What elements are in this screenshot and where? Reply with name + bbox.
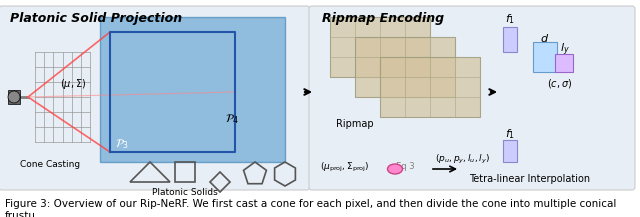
Text: Cone Casting: Cone Casting	[20, 160, 80, 169]
Text: $(\mu, \Sigma)$: $(\mu, \Sigma)$	[60, 77, 86, 91]
Text: Figure 3: Overview of our Rip-NeRF. We first cast a cone for each pixel, and the: Figure 3: Overview of our Rip-NeRF. We f…	[5, 199, 616, 217]
Text: Tetra-linear Interpolation: Tetra-linear Interpolation	[469, 174, 591, 184]
Text: $l_y$: $l_y$	[560, 41, 570, 58]
Bar	[533, 42, 557, 72]
FancyBboxPatch shape	[309, 6, 635, 190]
Circle shape	[8, 91, 20, 103]
Text: $f_1$: $f_1$	[505, 127, 515, 141]
Text: $\mathcal{P}_4$: $\mathcal{P}_4$	[225, 112, 239, 126]
Bar	[175, 162, 195, 182]
Text: $d$: $d$	[540, 32, 550, 44]
Text: Ripmap: Ripmap	[336, 119, 374, 129]
Text: $f_1$: $f_1$	[505, 12, 515, 26]
FancyBboxPatch shape	[0, 6, 310, 190]
Text: Eq 3: Eq 3	[396, 162, 414, 171]
FancyBboxPatch shape	[380, 57, 480, 117]
Text: Platonic Solids: Platonic Solids	[152, 188, 218, 197]
Bar	[503, 27, 517, 52]
Text: $(p_u, p_y, l_u, l_y)$: $(p_u, p_y, l_u, l_y)$	[435, 153, 490, 166]
Bar	[503, 140, 517, 162]
Ellipse shape	[387, 164, 403, 174]
FancyBboxPatch shape	[330, 17, 430, 77]
FancyBboxPatch shape	[355, 37, 455, 97]
Text: Platonic Solid Projection: Platonic Solid Projection	[10, 12, 182, 25]
Text: $(\mu_{\rm proj}, \Sigma_{\rm proj})$: $(\mu_{\rm proj}, \Sigma_{\rm proj})$	[320, 160, 369, 174]
Bar	[555, 54, 573, 72]
Text: $\mathcal{P}_3$: $\mathcal{P}_3$	[115, 137, 129, 151]
Text: Ripmap Encoding: Ripmap Encoding	[322, 12, 444, 25]
FancyBboxPatch shape	[100, 17, 285, 162]
Text: $(c, \sigma)$: $(c, \sigma)$	[547, 77, 573, 90]
Bar	[8, 90, 20, 104]
